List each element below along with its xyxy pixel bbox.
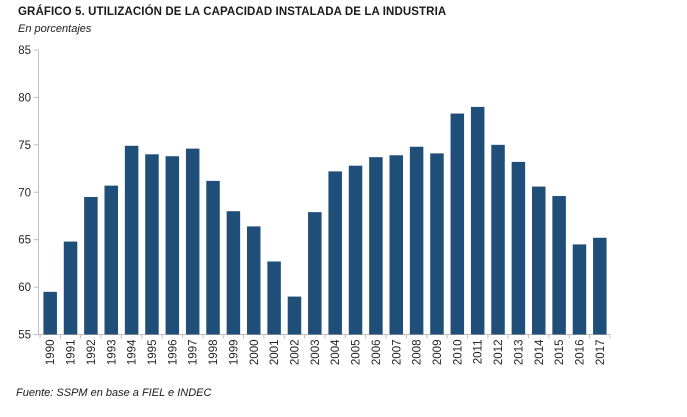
x-tick-label: 1992 — [86, 340, 98, 366]
x-tick-label: 1996 — [167, 340, 179, 366]
x-tick-label: 2014 — [534, 339, 546, 365]
bar-2009 — [430, 153, 444, 335]
bar-2002 — [287, 296, 302, 335]
chart-title: GRÁFICO 5. UTILIZACIÓN DE LA CAPACIDAD I… — [18, 6, 447, 18]
bar-2014 — [532, 186, 546, 335]
x-tick-label: 2015 — [554, 340, 566, 366]
bar-2007 — [389, 155, 403, 335]
x-tick-label: 1998 — [208, 340, 220, 366]
x-tick-label: 2000 — [249, 340, 261, 366]
bar-2016 — [572, 244, 587, 335]
x-tick-label: 2009 — [432, 340, 444, 366]
chart-subtitle: En porcentajes — [18, 23, 92, 35]
x-tick-label: 2017 — [595, 340, 607, 366]
bar-1996 — [165, 156, 180, 335]
bar-2008 — [409, 146, 424, 335]
y-tick-label: 85 — [18, 45, 31, 57]
bar-1990 — [43, 291, 57, 335]
bar-2005 — [348, 165, 363, 335]
x-tick-label: 2002 — [289, 340, 301, 366]
x-tick-label: 1994 — [127, 339, 139, 365]
bar-1992 — [84, 196, 98, 335]
source-note: Fuente: SSPM en base a FIEL e INDEC — [16, 387, 212, 399]
x-tick-label: 1993 — [106, 340, 118, 366]
bar-2012 — [491, 144, 505, 335]
bar-1997 — [185, 148, 200, 335]
y-tick-label: 60 — [18, 282, 31, 294]
x-tick-label: 2008 — [412, 340, 424, 366]
x-tick-label: 2006 — [371, 340, 383, 366]
bar-1994 — [124, 145, 139, 335]
bar-2006 — [369, 157, 383, 335]
x-tick-label: 1997 — [188, 340, 200, 366]
x-tick-label: 1999 — [228, 340, 240, 366]
x-tick-label: 2012 — [493, 340, 505, 366]
x-tick-label: 2010 — [452, 340, 464, 366]
bar-2017 — [593, 237, 607, 335]
x-tick-label: 2011 — [473, 340, 485, 365]
x-tick-label: 2007 — [391, 340, 403, 366]
bar-1995 — [145, 154, 159, 335]
y-tick-label: 65 — [18, 235, 31, 247]
bar-1998 — [206, 180, 220, 335]
bar-2015 — [552, 196, 566, 335]
x-tick-label: 2004 — [330, 339, 342, 365]
bar-2000 — [247, 226, 261, 335]
y-tick-label: 75 — [18, 140, 31, 152]
x-tick-label: 2003 — [310, 340, 322, 366]
x-tick-label: 2016 — [574, 340, 586, 366]
bar-2011 — [470, 106, 485, 335]
x-tick-label: 2001 — [269, 340, 281, 366]
y-tick-label: 80 — [18, 92, 31, 104]
x-tick-label: 1991 — [66, 340, 78, 366]
y-tick-label: 70 — [18, 187, 31, 199]
bar-2001 — [267, 261, 281, 335]
bar-2004 — [328, 171, 342, 335]
x-tick-label: 1995 — [147, 340, 159, 366]
x-tick-label: 1990 — [45, 340, 57, 366]
y-tick-label: 55 — [18, 330, 31, 342]
bar-1993 — [104, 185, 118, 335]
bar-2010 — [450, 113, 465, 335]
x-tick-label: 2005 — [351, 340, 363, 366]
x-tick-label: 2013 — [513, 340, 525, 366]
bar-2003 — [308, 212, 322, 335]
bar-2013 — [511, 161, 526, 335]
bar-1991 — [63, 241, 78, 335]
bar-1999 — [226, 211, 241, 335]
